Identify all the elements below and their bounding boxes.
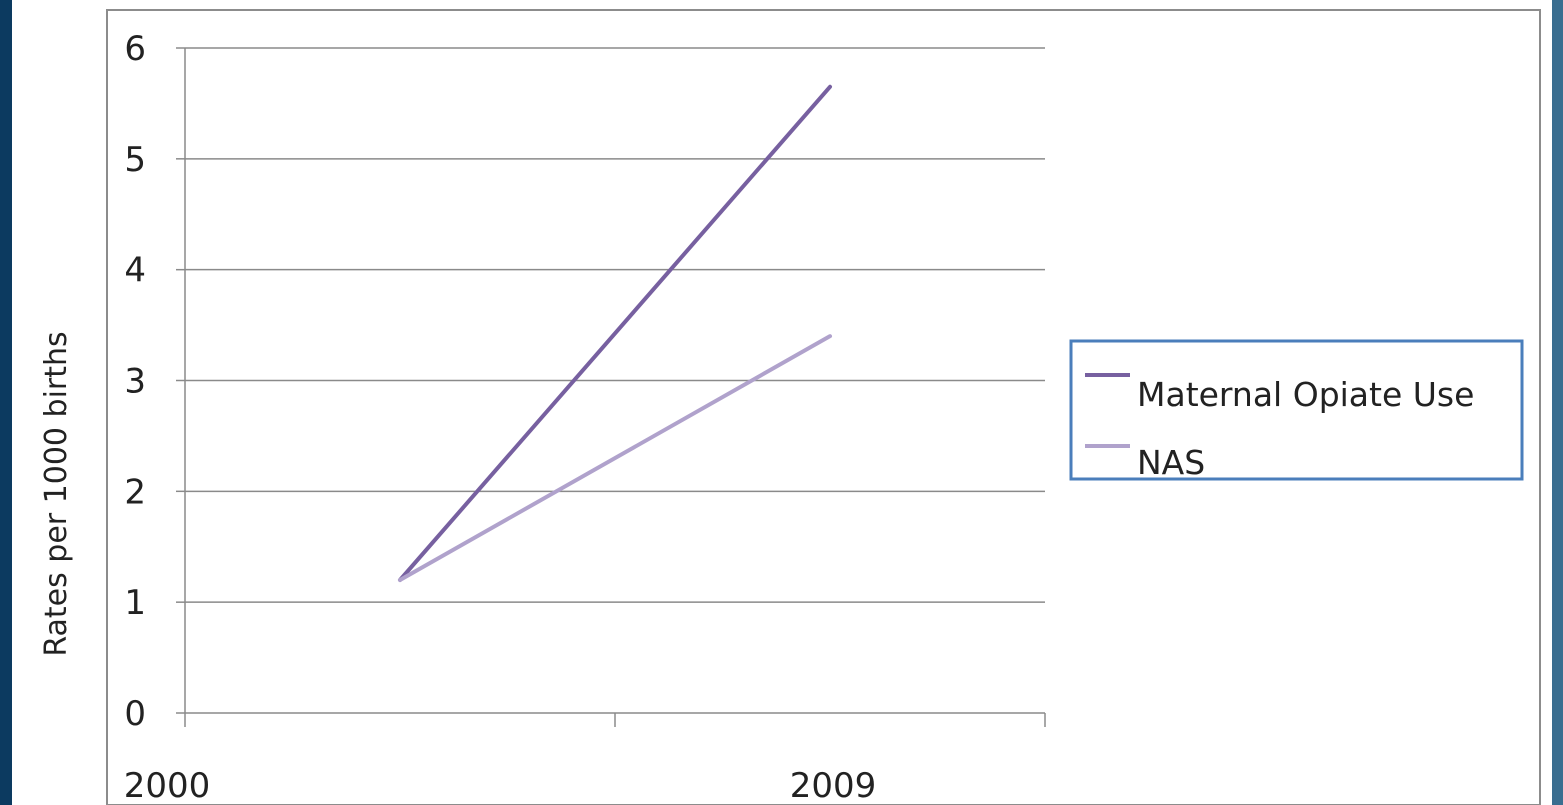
x-tick-label-2009: 2009 xyxy=(790,766,877,805)
x-tick-label-2000: 2000 xyxy=(124,766,211,805)
y-tick-label-1: 1 xyxy=(124,583,146,623)
series-lines xyxy=(398,84,832,582)
y-tick-label-4: 4 xyxy=(124,251,146,291)
axes xyxy=(184,48,1046,727)
plot-border xyxy=(106,9,1541,805)
legend-items: Maternal Opiate Use NAS xyxy=(1085,373,1474,482)
legend-label-1: NAS xyxy=(1137,443,1205,482)
series-line-0 xyxy=(398,84,832,582)
y-tick-labels: 0 1 2 3 4 5 6 xyxy=(124,29,146,734)
y-tick-label-5: 5 xyxy=(124,140,146,180)
grid-lines xyxy=(176,47,1045,714)
y-axis-label: Rates per 1000 births xyxy=(39,331,74,656)
y-tick-label-0: 0 xyxy=(124,694,146,734)
legend: Maternal Opiate Use NAS xyxy=(1069,339,1524,482)
y-tick-label-6: 6 xyxy=(124,29,146,69)
x-tick-labels: 2000 2009 xyxy=(124,766,877,805)
y-tick-label-3: 3 xyxy=(124,362,146,402)
series-line-1 xyxy=(398,334,832,582)
legend-box xyxy=(1069,339,1524,481)
legend-label-0: Maternal Opiate Use xyxy=(1137,375,1474,414)
y-tick-label-2: 2 xyxy=(124,472,146,512)
